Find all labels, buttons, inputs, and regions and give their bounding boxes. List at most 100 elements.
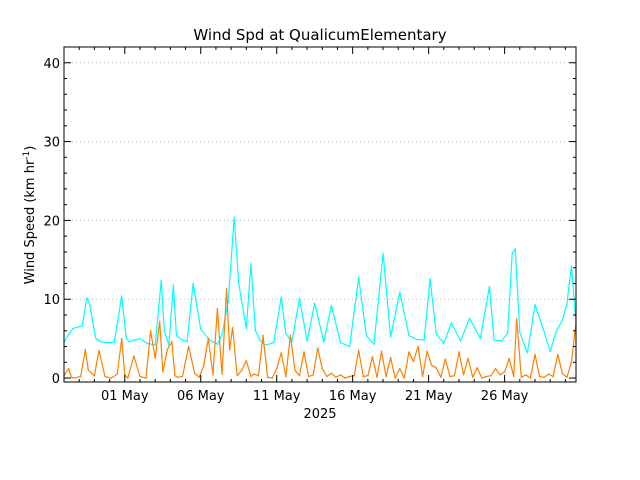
series-line-gust <box>63 216 577 354</box>
average-point <box>490 375 492 377</box>
average-point <box>516 318 518 320</box>
average-point <box>257 375 260 377</box>
average-point <box>552 375 554 378</box>
average-point <box>444 358 446 360</box>
average-point <box>133 355 135 357</box>
gust-point <box>273 341 275 344</box>
average-point <box>294 369 296 371</box>
gust-point <box>154 344 156 346</box>
average-point <box>431 364 433 367</box>
gust-point <box>358 276 360 278</box>
gust-point <box>128 341 130 343</box>
gust-point <box>423 339 425 341</box>
gust-point <box>435 333 437 335</box>
average-point <box>508 357 510 360</box>
average-point <box>245 360 247 362</box>
gust-point <box>280 296 282 298</box>
average-point <box>207 337 209 340</box>
gust-point <box>488 285 491 288</box>
gust-point <box>221 334 223 336</box>
gust-point <box>493 339 495 341</box>
average-point <box>149 330 152 332</box>
average-point <box>121 337 123 340</box>
y-axis-label-superscript: -1 <box>22 151 32 160</box>
gust-point <box>549 350 551 352</box>
average-point <box>358 349 360 352</box>
average-point <box>116 373 118 375</box>
gust-point <box>121 295 123 297</box>
average-point <box>266 376 269 378</box>
average-point <box>525 374 527 376</box>
average-point <box>453 375 456 377</box>
average-point <box>231 326 234 329</box>
average-point <box>187 345 190 348</box>
average-point <box>440 376 442 378</box>
average-point <box>348 375 351 378</box>
average-point <box>67 367 70 370</box>
average-point <box>421 375 424 378</box>
y-tick-label: 20 <box>43 214 60 229</box>
y-axis-label-close: ) <box>23 146 38 151</box>
average-point <box>225 288 228 290</box>
average-point <box>380 350 383 352</box>
average-point <box>467 357 469 360</box>
average-point <box>503 371 506 373</box>
gust-point <box>555 330 557 333</box>
average-point <box>250 375 252 378</box>
average-point <box>435 367 437 369</box>
average-point <box>171 341 173 343</box>
average-point <box>485 375 488 378</box>
average-point <box>494 367 497 370</box>
gust-point <box>216 343 219 345</box>
gust-point <box>468 317 471 319</box>
gust-point <box>146 342 149 345</box>
average-point <box>557 353 559 356</box>
average-point <box>307 375 310 378</box>
average-point <box>399 367 401 370</box>
x-tick-label: 11 May <box>253 389 301 404</box>
average-point <box>289 334 292 337</box>
gust-point <box>415 338 418 341</box>
gust-point <box>514 248 516 250</box>
average-point <box>394 377 396 379</box>
average-point <box>203 364 205 367</box>
average-point <box>481 377 483 379</box>
average-point <box>127 377 129 379</box>
gust-point <box>67 334 70 336</box>
gust-point <box>105 341 108 344</box>
gust-point <box>245 327 247 330</box>
average-point <box>110 377 112 379</box>
average-point <box>449 375 451 378</box>
average-point <box>403 377 405 379</box>
average-point <box>376 376 378 378</box>
average-point <box>221 373 223 375</box>
gust-point <box>399 291 401 293</box>
average-point <box>326 375 328 378</box>
gust-point <box>382 252 384 255</box>
average-point <box>276 367 278 370</box>
gust-point <box>541 326 544 328</box>
y-tick-label: 30 <box>43 136 60 151</box>
x-tick-label: 16 May <box>329 389 377 404</box>
average-point <box>262 334 264 337</box>
average-point <box>317 347 319 349</box>
average-point <box>80 375 82 378</box>
gust-point <box>163 330 165 332</box>
average-point <box>93 375 96 377</box>
average-point <box>84 349 87 351</box>
gust-point <box>99 341 102 343</box>
x-tick-label: 06 May <box>177 389 225 404</box>
average-point <box>344 377 346 379</box>
average-point <box>367 375 369 377</box>
average-point <box>212 374 214 376</box>
gust-point <box>443 342 445 345</box>
gust-point <box>95 337 97 340</box>
gust-point <box>526 352 529 354</box>
average-point <box>98 349 100 352</box>
average-point <box>216 308 219 310</box>
gust-point <box>181 339 184 341</box>
gust-point <box>186 341 188 343</box>
gust-point <box>259 339 261 341</box>
average-point <box>339 374 342 376</box>
gust-point <box>450 322 453 324</box>
